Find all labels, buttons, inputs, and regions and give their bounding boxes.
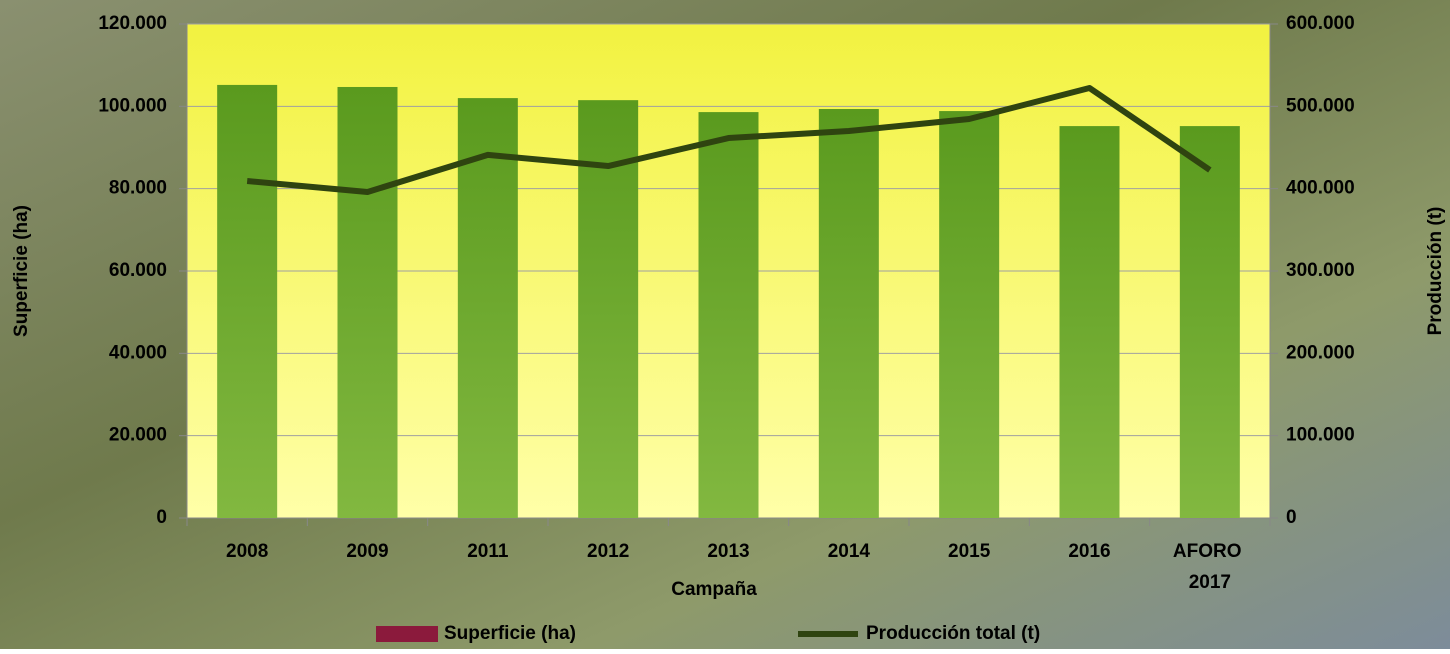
x-tick-label-line: 2015 xyxy=(948,541,991,562)
x-tick-label: 2016 xyxy=(1068,541,1110,562)
x-tick-label: 2012 xyxy=(587,541,629,562)
legend-swatch xyxy=(376,626,438,642)
y2-tick-label: 300.000 xyxy=(1286,260,1355,281)
x-axis-title: Campaña xyxy=(671,579,757,600)
x-tick-label: 2015 xyxy=(948,541,991,562)
y-tick-label: 40.000 xyxy=(109,342,167,363)
y-tick-label: 20.000 xyxy=(109,425,167,446)
bar xyxy=(939,111,1000,518)
legend-label: Producción total (t) xyxy=(866,623,1040,644)
x-tick-label-line: 2013 xyxy=(707,541,749,562)
y2-tick-label: 600.000 xyxy=(1286,13,1355,34)
y2-tick-label: 200.000 xyxy=(1286,342,1355,363)
bar xyxy=(578,100,639,519)
x-tick-label-line: 2016 xyxy=(1068,541,1110,562)
bar xyxy=(457,98,518,518)
x-tick-label: 2008 xyxy=(226,541,268,562)
y-tick-label: 80.000 xyxy=(109,178,167,199)
x-tick-label: 2009 xyxy=(346,541,388,562)
y2-tick-label: 400.000 xyxy=(1286,178,1355,199)
x-tick-label-line: 2012 xyxy=(587,541,629,562)
y2-axis-title: Producción (t) xyxy=(1425,207,1446,336)
x-tick-label-line: 2011 xyxy=(467,541,509,562)
x-tick-label: 2013 xyxy=(707,541,749,562)
y-tick-label: 60.000 xyxy=(109,260,167,281)
bar xyxy=(818,109,879,519)
bar xyxy=(337,86,398,519)
bar xyxy=(698,112,759,518)
x-tick-label: 2014 xyxy=(828,541,871,562)
y-axis-title: Superficie (ha) xyxy=(11,205,32,337)
bar xyxy=(217,84,278,518)
y2-tick-label: 100.000 xyxy=(1286,425,1355,446)
bar xyxy=(1179,126,1240,519)
legend-label: Superficie (ha) xyxy=(444,623,576,644)
y2-tick-label: 0 xyxy=(1286,507,1297,528)
y-tick-label: 100.000 xyxy=(98,95,167,116)
y2-tick-label: 500.000 xyxy=(1286,95,1355,116)
x-tick-label-line: 2017 xyxy=(1189,572,1231,593)
x-tick-label: AFORO 2017 xyxy=(1173,541,1247,593)
x-tick-label-line: AFORO xyxy=(1173,541,1247,562)
y-tick-label: 0 xyxy=(156,507,167,528)
x-tick-label: 2011 xyxy=(467,541,509,562)
line xyxy=(246,84,1212,195)
x-tick-label-line: 2008 xyxy=(226,541,268,562)
bar xyxy=(1059,126,1120,519)
x-tick-label-line: 2009 xyxy=(346,541,388,562)
x-tick-label-line: 2014 xyxy=(828,541,871,562)
y-tick-label: 120.000 xyxy=(98,13,167,34)
